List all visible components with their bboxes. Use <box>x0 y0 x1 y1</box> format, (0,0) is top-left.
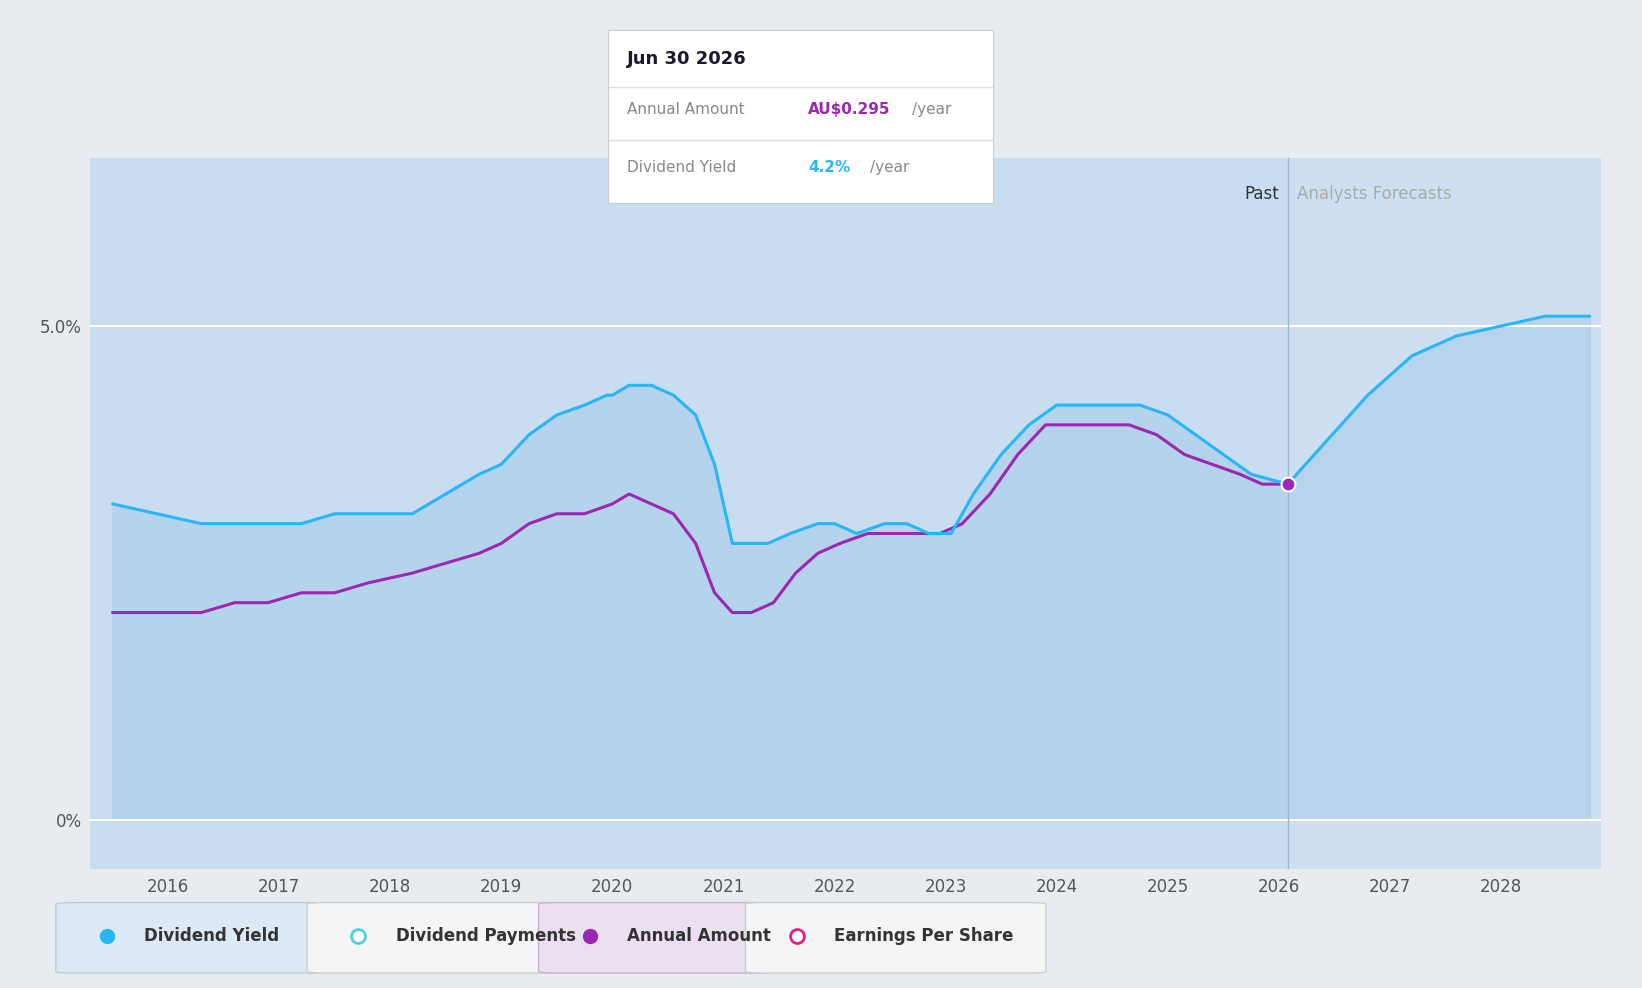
Text: /year: /year <box>913 102 952 117</box>
Text: AU$0.295: AU$0.295 <box>808 102 890 117</box>
Text: Annual Amount: Annual Amount <box>627 927 772 946</box>
Text: Annual Amount: Annual Amount <box>627 102 744 117</box>
Text: Earnings Per Share: Earnings Per Share <box>834 927 1013 946</box>
FancyBboxPatch shape <box>307 903 558 973</box>
FancyBboxPatch shape <box>745 903 1046 973</box>
Text: /year: /year <box>870 160 910 176</box>
Text: Dividend Yield: Dividend Yield <box>144 927 279 946</box>
Text: 4.2%: 4.2% <box>808 160 851 176</box>
FancyBboxPatch shape <box>539 903 770 973</box>
Text: Dividend Payments: Dividend Payments <box>396 927 576 946</box>
Text: Jun 30 2026: Jun 30 2026 <box>627 50 747 68</box>
Text: Past: Past <box>1245 185 1279 203</box>
Bar <box>1287 158 1601 869</box>
FancyBboxPatch shape <box>56 903 327 973</box>
Text: Analysts Forecasts: Analysts Forecasts <box>1297 185 1452 203</box>
Text: Dividend Yield: Dividend Yield <box>627 160 736 176</box>
